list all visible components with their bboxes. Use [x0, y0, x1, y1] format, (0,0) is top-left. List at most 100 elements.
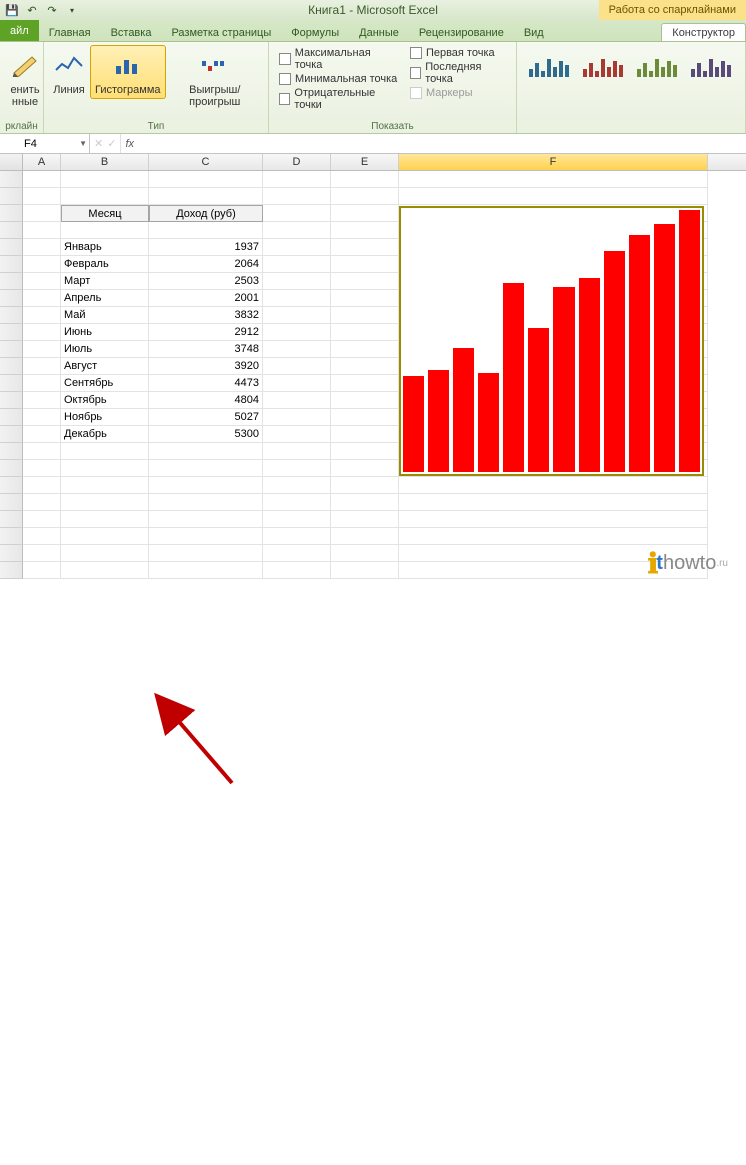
cell[interactable]	[23, 307, 61, 324]
cell[interactable]	[23, 562, 61, 579]
row-header[interactable]	[0, 477, 23, 494]
cell[interactable]	[149, 562, 263, 579]
tab-data[interactable]: Данные	[349, 24, 409, 41]
tab-home[interactable]: Главная	[39, 24, 101, 41]
cell[interactable]	[61, 494, 149, 511]
cell[interactable]	[61, 528, 149, 545]
cell[interactable]	[149, 443, 263, 460]
row-header[interactable]	[0, 545, 23, 562]
sparkline-chart[interactable]	[399, 206, 704, 476]
cell[interactable]: Декабрь	[61, 426, 149, 443]
cell[interactable]	[331, 188, 399, 205]
cell[interactable]	[149, 494, 263, 511]
cell[interactable]	[263, 188, 331, 205]
row-header[interactable]	[0, 409, 23, 426]
cell[interactable]	[23, 443, 61, 460]
col-header-A[interactable]: A	[23, 154, 61, 170]
col-header-E[interactable]: E	[331, 154, 399, 170]
cell[interactable]	[23, 222, 61, 239]
col-header-F[interactable]: F	[399, 154, 708, 170]
qat-more-icon[interactable]: ▾	[64, 2, 80, 18]
cell[interactable]	[263, 239, 331, 256]
cell[interactable]	[331, 409, 399, 426]
cell[interactable]	[23, 171, 61, 188]
row-header[interactable]	[0, 239, 23, 256]
cell[interactable]	[23, 188, 61, 205]
cell[interactable]	[331, 477, 399, 494]
cell[interactable]	[263, 324, 331, 341]
cell[interactable]	[61, 562, 149, 579]
cell[interactable]: 2503	[149, 273, 263, 290]
cell[interactable]: Июнь	[61, 324, 149, 341]
cell[interactable]	[331, 392, 399, 409]
cell[interactable]: 3920	[149, 358, 263, 375]
tab-file[interactable]: айл	[0, 20, 39, 41]
cell[interactable]	[263, 409, 331, 426]
row-header[interactable]	[0, 562, 23, 579]
cell[interactable]: Июль	[61, 341, 149, 358]
row-header[interactable]	[0, 426, 23, 443]
cell[interactable]: Сентябрь	[61, 375, 149, 392]
cell[interactable]: Доход (руб)	[149, 205, 263, 222]
cell[interactable]: Март	[61, 273, 149, 290]
chk-max-point[interactable]: Максимальная точка	[279, 47, 398, 71]
chk-min-point[interactable]: Минимальная точка	[279, 73, 398, 85]
row-header[interactable]	[0, 307, 23, 324]
cell[interactable]: 4804	[149, 392, 263, 409]
cell[interactable]: 3832	[149, 307, 263, 324]
cell[interactable]	[149, 460, 263, 477]
row-header[interactable]	[0, 341, 23, 358]
col-header-D[interactable]: D	[263, 154, 331, 170]
cell[interactable]	[23, 409, 61, 426]
cell[interactable]	[23, 341, 61, 358]
cell[interactable]	[331, 256, 399, 273]
chk-first-point[interactable]: Первая точка	[410, 47, 506, 59]
cell[interactable]: Месяц	[61, 205, 149, 222]
chevron-down-icon[interactable]: ▼	[79, 139, 87, 148]
cell[interactable]	[61, 511, 149, 528]
row-header[interactable]	[0, 358, 23, 375]
cell[interactable]	[331, 528, 399, 545]
cell[interactable]	[331, 545, 399, 562]
undo-icon[interactable]: ↶	[24, 2, 40, 18]
chk-last-point[interactable]: Последняя точка	[410, 61, 506, 85]
cell[interactable]: Январь	[61, 239, 149, 256]
row-header[interactable]	[0, 290, 23, 307]
cell[interactable]	[149, 528, 263, 545]
cell[interactable]	[331, 341, 399, 358]
cell[interactable]	[149, 511, 263, 528]
cell[interactable]: Октябрь	[61, 392, 149, 409]
cell[interactable]	[263, 460, 331, 477]
edit-data-button[interactable]: енить нные	[4, 45, 46, 111]
cell[interactable]	[23, 528, 61, 545]
cell[interactable]	[263, 290, 331, 307]
cells-area[interactable]: МесяцДоход (руб)Январь1937Февраль2064Мар…	[23, 171, 746, 579]
sparkline-style-sample[interactable]	[527, 51, 573, 81]
cell[interactable]	[149, 477, 263, 494]
cell[interactable]: 3748	[149, 341, 263, 358]
cell[interactable]	[399, 188, 708, 205]
row-header[interactable]	[0, 256, 23, 273]
cell[interactable]	[399, 171, 708, 188]
cell[interactable]	[23, 239, 61, 256]
fx-label[interactable]: fx	[121, 138, 138, 150]
tab-review[interactable]: Рецензирование	[409, 24, 514, 41]
row-header[interactable]	[0, 205, 23, 222]
sparkline-style-sample[interactable]	[689, 51, 735, 81]
select-all-corner[interactable]	[0, 154, 23, 170]
cell[interactable]	[23, 324, 61, 341]
row-header[interactable]	[0, 528, 23, 545]
cell[interactable]	[263, 528, 331, 545]
cell[interactable]	[331, 426, 399, 443]
cell[interactable]: Ноябрь	[61, 409, 149, 426]
chk-neg-points[interactable]: Отрицательные точки	[279, 87, 398, 111]
cell[interactable]	[263, 511, 331, 528]
cell[interactable]	[23, 494, 61, 511]
cell[interactable]	[331, 239, 399, 256]
row-header[interactable]	[0, 273, 23, 290]
cell[interactable]	[263, 205, 331, 222]
cell[interactable]: 5027	[149, 409, 263, 426]
cell[interactable]	[331, 290, 399, 307]
line-type-button[interactable]: Линия	[48, 45, 90, 99]
tab-insert[interactable]: Вставка	[101, 24, 162, 41]
